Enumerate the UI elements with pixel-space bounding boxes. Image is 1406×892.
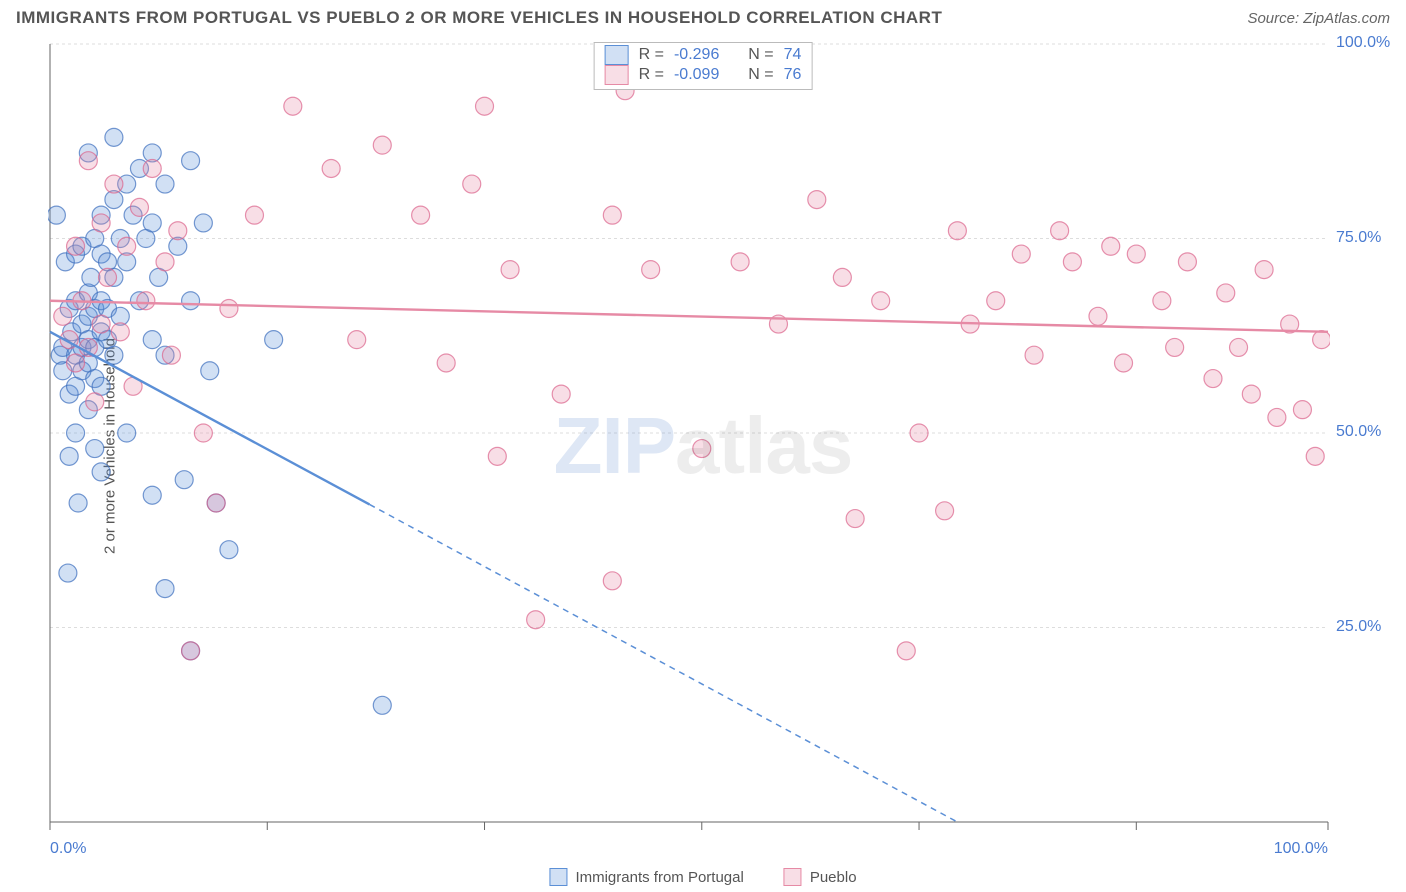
y-tick-label: 25.0% — [1336, 618, 1381, 636]
x-tick-label: 100.0% — [1274, 840, 1328, 858]
scatter-plot — [48, 42, 1330, 842]
legend-item-pueblo: Pueblo — [784, 868, 857, 886]
x-tick-label: 0.0% — [50, 840, 86, 858]
chart-title: IMMIGRANTS FROM PORTUGAL VS PUEBLO 2 OR … — [16, 8, 942, 27]
swatch-pueblo-icon — [605, 65, 629, 85]
y-tick-label: 75.0% — [1336, 229, 1381, 247]
y-tick-label: 100.0% — [1336, 34, 1390, 52]
source-attribution: Source: ZipAtlas.com — [1247, 10, 1390, 27]
stats-line-pueblo: R =-0.099 N =76 — [605, 65, 802, 85]
stats-legend-box: R =-0.296 N =74 R =-0.099 N =76 — [594, 42, 813, 90]
stats-line-portugal: R =-0.296 N =74 — [605, 45, 802, 65]
swatch-portugal-icon — [549, 868, 567, 886]
bottom-legend: Immigrants from Portugal Pueblo — [549, 868, 856, 886]
swatch-pueblo-icon — [784, 868, 802, 886]
y-tick-label: 50.0% — [1336, 423, 1381, 441]
swatch-portugal-icon — [605, 45, 629, 65]
legend-item-portugal: Immigrants from Portugal — [549, 868, 743, 886]
